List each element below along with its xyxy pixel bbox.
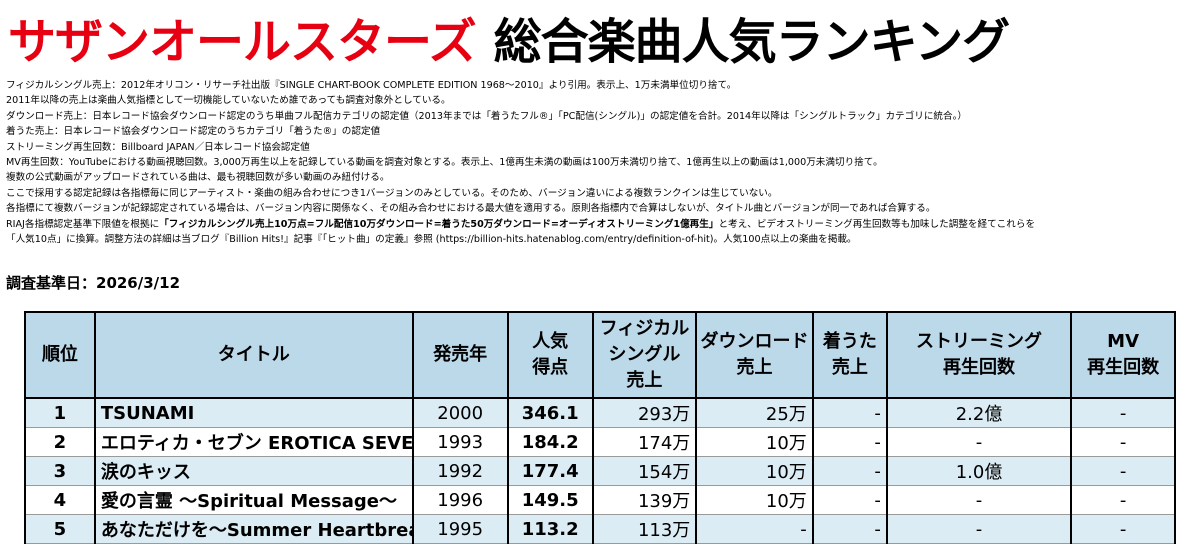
survey-date: 調査基準日：2026/3/12 [6,274,181,292]
physical-cell: 293万 [591,398,698,428]
note-riaj-post: と考え、ビデオストリーミング再生回数等も加味した調整を経てこれらを [718,218,1036,230]
header-physical-sales: フィジカル シングル 売上 [591,311,698,399]
physical-cell: 113万 [591,514,698,544]
table-row: 1 TSUNAMI 2000 346.1 293万 25万 - 2.2億 - [24,398,1176,428]
ranking-subtitle: 総合楽曲人気ランキング [493,14,1011,70]
rank-cell: 2 [24,427,96,457]
physical-cell: 174万 [591,427,698,457]
header-chakuuta-sales: 着うた 売上 [811,311,888,399]
download-cell: 25万 [695,398,814,428]
download-cell: - [695,514,814,544]
header-year: 発売年 [411,311,509,399]
physical-cell: 154万 [591,456,698,486]
streaming-cell: 2.2億 [885,398,1073,428]
chakuuta-cell: - [811,456,888,486]
note-line: フィジカルシングル売上：2012年オリコン・リサーチ社出版『SINGLE CHA… [6,80,737,91]
title-cell: TSUNAMI [93,398,414,428]
header-mv-views: MV 再生回数 [1070,311,1176,399]
score-cell: 184.2 [506,427,594,457]
streaming-cell: - [885,514,1073,544]
header-rank: 順位 [24,311,96,399]
rank-cell: 3 [24,456,96,486]
year-cell: 1996 [411,485,509,515]
table-row: 5 あなただけを～Summer Heartbreak～ 1995 113.2 1… [24,514,1176,544]
note-line: ここで採用する認定記録は各指標毎に同じアーティスト・楽曲の組み合わせにつき1バー… [6,187,778,199]
mv-cell: - [1070,398,1176,428]
note-line: MV再生回数：YouTubeにおける動画視聴回数。3,000万再生以上を記録して… [6,157,883,169]
page-title: サザンオールスターズ 総合楽曲人気ランキング [8,2,1011,70]
table-row: 2 エロティカ・セブン EROTICA SEVEN 1993 184.2 174… [24,427,1176,457]
rank-cell: 1 [24,398,96,428]
title-cell: 涙のキッス [93,456,414,486]
title-cell: 愛の言霊 ～Spiritual Message～ [93,485,414,515]
note-riaj-formula: 「フィジカルシングル売上10万点=フル配信10万ダウンロード=着うた50万ダウン… [159,218,719,230]
note-line: 2011年以降の売上は楽曲人気指標として一切機能していないため誰であっても調査対… [6,95,451,107]
streaming-cell: - [885,427,1073,457]
score-cell: 113.2 [506,514,594,544]
score-cell: 149.5 [506,485,594,515]
download-cell: 10万 [695,456,814,486]
ranking-table: 順位 タイトル 発売年 人気 得点 フィジカル シングル 売上 ダウンロード 売上 着う… [24,311,1176,544]
mv-cell: - [1070,485,1176,515]
chakuuta-cell: - [811,398,888,428]
header-score: 人気 得点 [506,311,594,399]
note-line-riaj: RIAJ各指標認定基準下限値を根拠に「フィジカルシングル売上10万点=フル配信1… [6,217,1196,232]
note-line: 「人気10点」に換算。調整方法の詳細は当ブログ『Billion Hits!』記事… [6,234,857,246]
rank-cell: 4 [24,485,96,515]
header-title: タイトル [93,311,414,399]
year-cell: 1993 [411,427,509,457]
note-line: ストリーミング再生回数：Billboard JAPAN／日本レコード協会認定値 [6,141,310,153]
score-cell: 177.4 [506,456,594,486]
table-row: 4 愛の言霊 ～Spiritual Message～ 1996 149.5 13… [24,485,1176,515]
header-streaming: ストリーミング 再生回数 [885,311,1073,399]
title-cell: あなただけを～Summer Heartbreak～ [93,514,414,544]
year-cell: 2000 [411,398,509,428]
chakuuta-cell: - [811,485,888,515]
note-riaj-pre: RIAJ各指標認定基準下限値を根拠に [6,218,160,230]
artist-name: サザンオールスターズ [8,14,477,70]
streaming-cell: - [885,485,1073,515]
note-line: ダウンロード売上：日本レコード協会ダウンロード認定のうち単曲フル配信カテゴリの認… [6,110,968,122]
score-cell: 346.1 [506,398,594,428]
mv-cell: - [1070,456,1176,486]
rank-cell: 5 [24,514,96,544]
physical-cell: 139万 [591,485,698,515]
mv-cell: - [1070,427,1176,457]
table-row: 3 涙のキッス 1992 177.4 154万 10万 - 1.0億 - [24,456,1176,486]
year-cell: 1992 [411,456,509,486]
header-download-sales: ダウンロード 売上 [695,311,814,399]
download-cell: 10万 [695,485,814,515]
note-line: 着うた売上：日本レコード協会ダウンロード認定のうちカテゴリ「着うた®」の認定値 [6,126,381,138]
download-cell: 10万 [695,427,814,457]
title-cell: エロティカ・セブン EROTICA SEVEN [93,427,414,457]
chakuuta-cell: - [811,427,888,457]
year-cell: 1995 [411,514,509,544]
streaming-cell: 1.0億 [885,456,1073,486]
mv-cell: - [1070,514,1176,544]
chakuuta-cell: - [811,514,888,544]
note-line: 各指標にて複数バージョンが記録認定されている場合は、バージョン内容に関係なく、そ… [6,203,936,215]
note-line: 複数の公式動画がアップロードされている曲は、最も視聴回数が多い動画のみ紐付ける。 [6,172,390,184]
table-header-row: 順位 タイトル 発売年 人気 得点 フィジカル シングル 売上 ダウンロード 売上 着う… [24,311,1176,399]
notes-block: フィジカルシングル売上：2012年オリコン・リサーチ社出版『SINGLE CHA… [6,78,1196,247]
